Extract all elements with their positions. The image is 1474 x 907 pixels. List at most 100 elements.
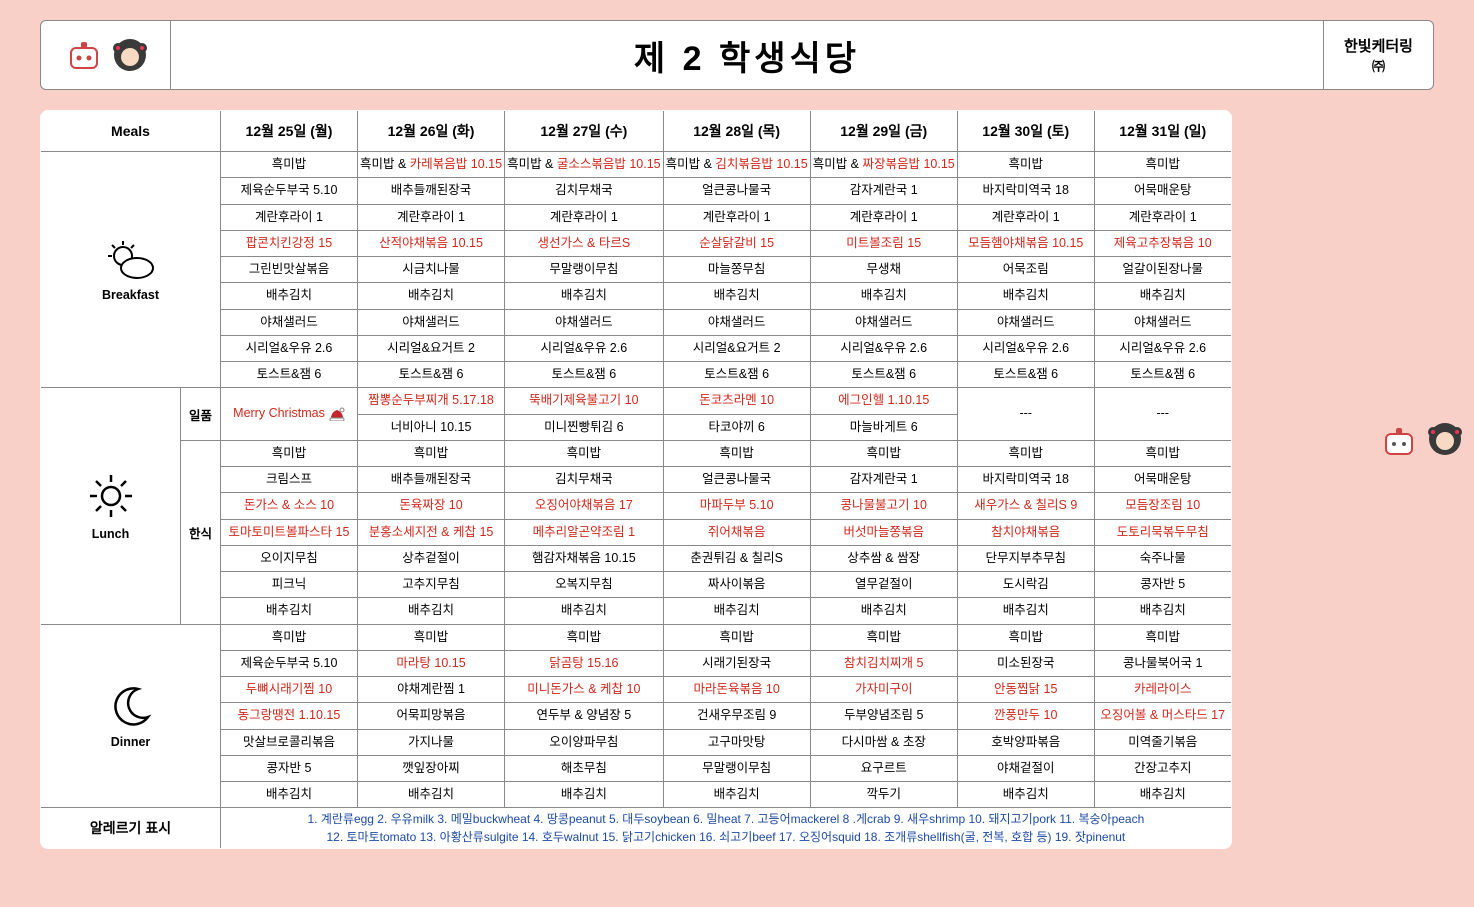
meal-cell: 오복지무침 xyxy=(505,572,664,598)
meal-cell: 김치무채국 xyxy=(505,178,664,204)
meal-cell: 제육순두부국 5.10 xyxy=(221,650,358,676)
meal-cell: 미소된장국 xyxy=(957,650,1094,676)
meal-cell: 계란후라이 1 xyxy=(810,204,957,230)
meal-cell: 흑미밥 xyxy=(957,440,1094,466)
meal-cell: 바지락미역국 18 xyxy=(957,178,1094,204)
meal-table: Meals 12월 25일 (월) 12월 26일 (화) 12월 27일 (수… xyxy=(40,110,1232,849)
meal-cell: 배추김치 xyxy=(358,283,505,309)
meal-cell: 마늘바게트 6 xyxy=(810,414,957,440)
meal-cell: 도토리묵볶두무침 xyxy=(1094,519,1231,545)
meal-cell: 시래기된장국 xyxy=(663,650,810,676)
meal-cell: 참치김치찌개 5 xyxy=(810,650,957,676)
meal-cell: 깍두기 xyxy=(810,782,957,808)
meal-cell: 해초무침 xyxy=(505,755,664,781)
meal-cell: 토스트&잼 6 xyxy=(957,362,1094,388)
meal-cell: 야채샐러드 xyxy=(221,309,358,335)
meal-cell: 얼큰콩나물국 xyxy=(663,467,810,493)
brand-box: 한빛케터링 ㈜ xyxy=(1323,21,1433,89)
meal-cell: 짬뽕순두부찌개 5.17.18 xyxy=(358,388,505,414)
meal-cell: 상추겉절이 xyxy=(358,545,505,571)
meal-cell: 감자계란국 1 xyxy=(810,467,957,493)
meal-cell: 쥐어채볶음 xyxy=(663,519,810,545)
meal-cell: 돈육짜장 10 xyxy=(358,493,505,519)
col-tue: 12월 26일 (화) xyxy=(358,111,505,152)
meal-cell: 단무지부추무침 xyxy=(957,545,1094,571)
side-mascot xyxy=(1378,420,1464,462)
meal-cell: 제육고추장볶음 10 xyxy=(1094,230,1231,256)
meal-cell: 두부양념조림 5 xyxy=(810,703,957,729)
meal-cell: 배추김치 xyxy=(810,598,957,624)
meal-body: Breakfast흑미밥흑미밥 & 카레볶음밥 10.15흑미밥 & 굴소스볶음… xyxy=(41,152,1232,849)
meal-cell: 동그랑땡전 1.10.15 xyxy=(221,703,358,729)
meal-cell: 오이양파무침 xyxy=(505,729,664,755)
meal-cell: 미니찐빵튀김 6 xyxy=(505,414,664,440)
meal-cell: 배추김치 xyxy=(505,782,664,808)
breakfast-label: Breakfast xyxy=(41,152,221,388)
meal-cell: 배추김치 xyxy=(663,283,810,309)
meal-cell: 팝콘치킨강정 15 xyxy=(221,230,358,256)
meal-cell: 짜사이볶음 xyxy=(663,572,810,598)
meal-cell: 어묵조림 xyxy=(957,257,1094,283)
meal-cell: 어묵피망볶음 xyxy=(358,703,505,729)
col-mon: 12월 25일 (월) xyxy=(221,111,358,152)
meal-cell: 오징어야채볶음 17 xyxy=(505,493,664,519)
meal-cell: 모듬장조림 10 xyxy=(1094,493,1231,519)
allergen-row: 알레르기 표시1. 계란류egg 2. 우유milk 3. 메밀buckwhea… xyxy=(41,808,1232,849)
meal-cell: 토스트&잼 6 xyxy=(663,362,810,388)
meal-cell: 배추김치 xyxy=(1094,782,1231,808)
meal-cell: 어묵매운탕 xyxy=(1094,178,1231,204)
meal-cell: 배추김치 xyxy=(221,782,358,808)
meal-cell: 배추김치 xyxy=(810,283,957,309)
meal-cell: 생선가스 & 타르S xyxy=(505,230,664,256)
meal-cell: 배추김치 xyxy=(505,283,664,309)
meal-cell: 배추김치 xyxy=(221,598,358,624)
meal-cell: 마라돈육볶음 10 xyxy=(663,677,810,703)
meal-cell: 흑미밥 xyxy=(957,624,1094,650)
meal-cell: --- xyxy=(1094,388,1231,441)
meal-cell: 순살닭갈비 15 xyxy=(663,230,810,256)
girl-icon xyxy=(111,36,149,74)
meal-cell: 마라탕 10.15 xyxy=(358,650,505,676)
meal-cell: 콩자반 5 xyxy=(1094,572,1231,598)
meal-cell: 흑미밥 xyxy=(505,440,664,466)
meal-cell: 시리얼&우유 2.6 xyxy=(221,335,358,361)
meal-cell: 모듬햄야채볶음 10.15 xyxy=(957,230,1094,256)
meal-cell: 맛살브로콜리볶음 xyxy=(221,729,358,755)
meal-cell: 흑미밥 & 김치볶음밥 10.15 xyxy=(663,152,810,178)
lunch-hansik-row: 한식흑미밥흑미밥흑미밥흑미밥흑미밥흑미밥흑미밥 xyxy=(41,440,1232,466)
meal-cell: 얼갈이된장나물 xyxy=(1094,257,1231,283)
mascot-logo xyxy=(41,21,171,89)
meal-cell: 흑미밥 xyxy=(810,624,957,650)
meal-cell: 흑미밥 xyxy=(810,440,957,466)
meal-cell: 버섯마늘쫑볶음 xyxy=(810,519,957,545)
meal-cell: 호박양파볶음 xyxy=(957,729,1094,755)
meal-cell: 콩나물북어국 1 xyxy=(1094,650,1231,676)
meal-cell: 요구르트 xyxy=(810,755,957,781)
meal-cell: 야채겉절이 xyxy=(957,755,1094,781)
meal-cell: 배추김치 xyxy=(957,598,1094,624)
meal-cell: 흑미밥 xyxy=(221,624,358,650)
meal-cell: 돈가스 & 소스 10 xyxy=(221,493,358,519)
meal-cell: 안동찜닭 15 xyxy=(957,677,1094,703)
meal-cell: 시리얼&우유 2.6 xyxy=(1094,335,1231,361)
meal-cell: 배추김치 xyxy=(1094,598,1231,624)
meal-cell: 배추김치 xyxy=(1094,283,1231,309)
meal-cell: 배추김치 xyxy=(505,598,664,624)
meal-cell: 콩나물불고기 10 xyxy=(810,493,957,519)
header: 제 2 학생식당 한빛케터링 ㈜ xyxy=(40,20,1434,90)
meal-cell: 고구마맛탕 xyxy=(663,729,810,755)
meal-cell: 야채계란찜 1 xyxy=(358,677,505,703)
meal-cell: 흑미밥 xyxy=(221,440,358,466)
meal-cell: 배추김치 xyxy=(663,598,810,624)
page-title: 제 2 학생식당 xyxy=(171,31,1323,80)
meal-cell: 에그인헬 1.10.15 xyxy=(810,388,957,414)
meal-cell: 타코야끼 6 xyxy=(663,414,810,440)
meal-cell: 흑미밥 xyxy=(358,624,505,650)
meal-cell: 오이지무침 xyxy=(221,545,358,571)
meal-cell: 토마토미트볼파스타 15 xyxy=(221,519,358,545)
meal-cell: 카레라이스 xyxy=(1094,677,1231,703)
meal-cell: 미역줄기볶음 xyxy=(1094,729,1231,755)
meal-cell: 상추쌈 & 쌈장 xyxy=(810,545,957,571)
meal-cell: 돈코츠라멘 10 xyxy=(663,388,810,414)
meal-cell: 도시락김 xyxy=(957,572,1094,598)
